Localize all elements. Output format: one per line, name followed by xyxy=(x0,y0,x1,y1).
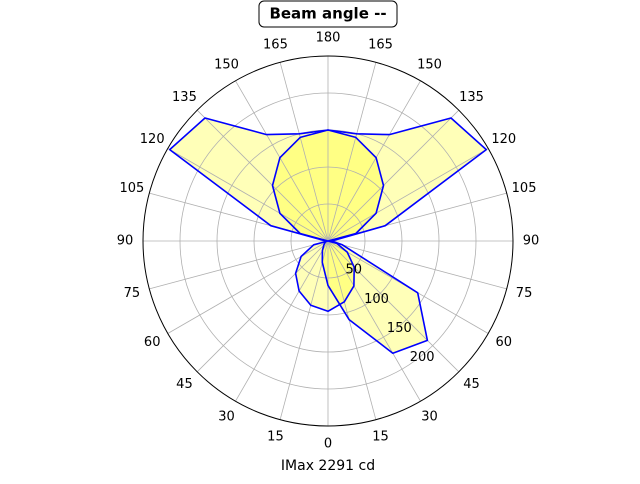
theta-tick-label: 15 xyxy=(372,430,389,445)
series-line xyxy=(168,117,488,354)
grid-spoke xyxy=(279,62,329,242)
r-tick-label: 50 xyxy=(346,263,363,278)
theta-tick-label: 45 xyxy=(176,377,193,392)
r-tick-label: 150 xyxy=(387,321,412,336)
grid-spoke xyxy=(327,240,460,373)
theta-tick-label: 150 xyxy=(214,58,239,73)
theta-tick-label: 30 xyxy=(421,409,438,424)
grid-spoke xyxy=(235,240,329,402)
title-box xyxy=(258,0,398,28)
polar-frame xyxy=(142,55,514,427)
grid-spoke xyxy=(279,240,329,420)
grid-spoke xyxy=(327,80,421,242)
theta-tick-label: 75 xyxy=(516,286,533,301)
theta-tick-label: 90 xyxy=(117,234,134,249)
grid-spoke xyxy=(327,240,421,402)
theta-tick-label: 90 xyxy=(523,234,540,249)
grid-spoke xyxy=(327,240,377,420)
theta-tick-label: 120 xyxy=(140,132,165,147)
grid-spoke xyxy=(327,148,489,242)
theta-tick-label: 30 xyxy=(218,409,235,424)
theta-tick-label: 60 xyxy=(144,335,161,350)
theta-tick-label: 120 xyxy=(491,132,516,147)
grid-spoke xyxy=(327,109,460,242)
theta-tick-label: 135 xyxy=(459,90,484,105)
theta-tick-label: 180 xyxy=(316,31,341,46)
theta-tick-label: 150 xyxy=(417,58,442,73)
theta-tick-label: 45 xyxy=(463,377,480,392)
theta-tick-label: 105 xyxy=(120,181,145,196)
r-tick-label: 200 xyxy=(410,350,435,365)
theta-tick-label: 105 xyxy=(512,181,537,196)
theta-tick-label: 165 xyxy=(263,37,288,52)
grid-spoke xyxy=(235,80,329,242)
grid-spoke xyxy=(196,240,329,373)
x-label: IMax 2291 cd xyxy=(281,458,375,474)
grid-spoke xyxy=(327,62,377,242)
chart-title: Beam angle -- xyxy=(269,5,386,23)
theta-tick-label: 165 xyxy=(368,37,393,52)
r-tick-label: 100 xyxy=(364,292,389,307)
grid-spoke xyxy=(327,240,507,290)
grid-spoke xyxy=(149,240,329,290)
theta-tick-label: 135 xyxy=(172,90,197,105)
grid-spoke xyxy=(167,148,329,242)
grid-spoke xyxy=(196,109,329,242)
theta-tick-label: 60 xyxy=(496,335,513,350)
theta-tick-label: 15 xyxy=(267,430,284,445)
theta-tick-label: 75 xyxy=(124,286,141,301)
theta-tick-label: 0 xyxy=(324,437,332,452)
